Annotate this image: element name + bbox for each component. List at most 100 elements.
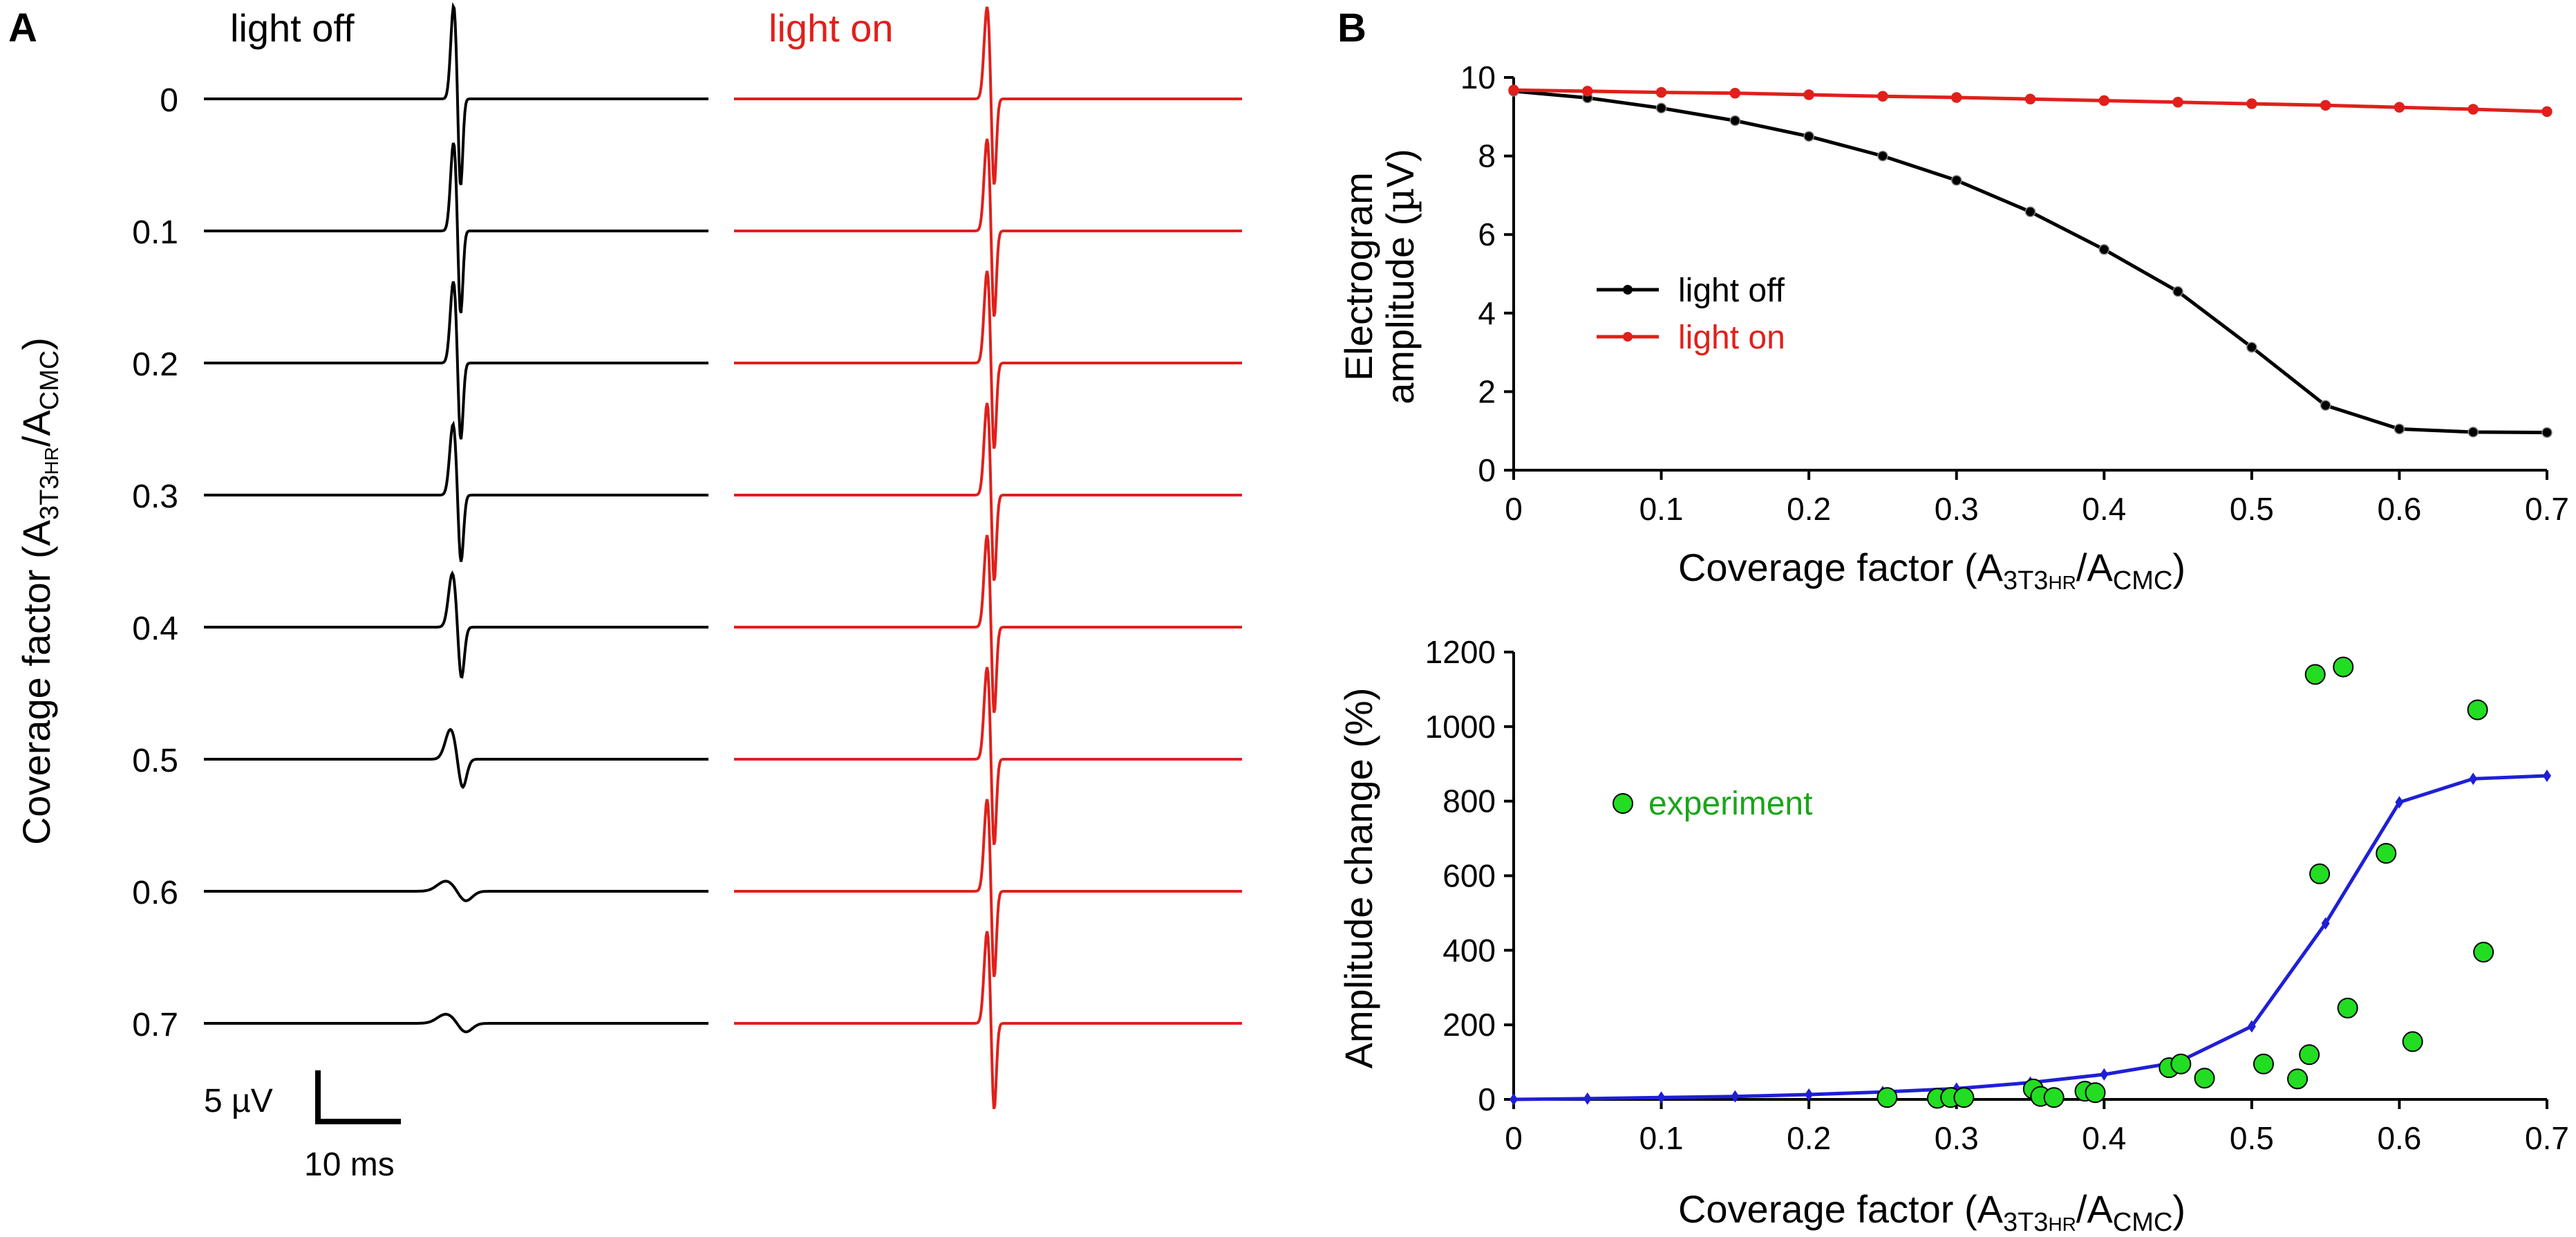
data-point-light-off xyxy=(1803,131,1814,142)
scale-bar-lines xyxy=(315,1070,401,1124)
experiment-point xyxy=(2337,997,2358,1019)
data-point-light-off xyxy=(2024,206,2036,218)
trace-light-off xyxy=(204,880,708,902)
y-tick-label: 1200 xyxy=(1425,634,1496,670)
model-point xyxy=(2321,917,2330,930)
data-point-light-off xyxy=(2541,427,2553,438)
x-tick-label: 0.2 xyxy=(1787,1120,1831,1156)
data-point-light-off xyxy=(2394,423,2405,435)
trace-light-on xyxy=(734,799,1242,978)
x-tick-label: 0.4 xyxy=(2082,1120,2126,1156)
legend-marker-experiment xyxy=(1613,793,1633,814)
trace-light-on xyxy=(734,6,1242,185)
experiment-point xyxy=(1953,1087,1975,1108)
trace-light-off xyxy=(204,142,708,314)
data-point-light-off xyxy=(1729,115,1741,127)
x-tick-label: 0.7 xyxy=(2525,1120,2569,1156)
y-tick-label: 800 xyxy=(1442,783,1496,819)
chart-amplitude-ylabel-line2: amplitude (µV) xyxy=(1378,149,1423,404)
scale-bar-voltage-label: 5 µV xyxy=(204,1083,273,1119)
experiment-point xyxy=(2194,1068,2215,1089)
experiment-point xyxy=(2253,1053,2274,1075)
data-point-light-off xyxy=(2467,427,2479,438)
data-point-light-on xyxy=(2467,104,2479,115)
data-point-light-on xyxy=(2172,97,2183,108)
legend-label-experiment: experiment xyxy=(1648,785,1812,822)
experiment-point xyxy=(2043,1087,2065,1108)
y-tick-label: 4 xyxy=(1478,295,1496,331)
chart-change-axes xyxy=(1512,652,2547,1101)
trace-light-on xyxy=(734,931,1242,1110)
x-tick-label: 0.4 xyxy=(2082,491,2126,527)
y-tick-label: 10 xyxy=(1460,59,1496,95)
experiment-point xyxy=(2287,1068,2309,1090)
col-label-light-on: light on xyxy=(769,6,894,50)
row-label: 0.5 xyxy=(132,743,178,779)
traces-light-off xyxy=(204,1,708,1034)
data-point-light-on xyxy=(2541,106,2553,118)
x-tick-label: 0.1 xyxy=(1639,1120,1684,1156)
data-point-light-off xyxy=(1877,150,1888,162)
y-tick-label: 200 xyxy=(1442,1007,1496,1043)
data-point-light-off xyxy=(2320,400,2331,411)
y-tick-label: 400 xyxy=(1442,932,1496,968)
data-point-light-on xyxy=(1508,84,1519,95)
model-point xyxy=(1583,1092,1592,1105)
model-point xyxy=(1510,1093,1518,1106)
trace-light-on xyxy=(734,138,1242,317)
model-point xyxy=(2469,772,2478,785)
experiment-point xyxy=(2304,664,2326,685)
row-label: 0.1 xyxy=(132,214,178,251)
model-point xyxy=(2100,1068,2109,1081)
row-label: 0.2 xyxy=(132,346,178,383)
x-tick-label: 0 xyxy=(1505,491,1523,527)
model-point xyxy=(2395,796,2404,809)
y-tick-label: 600 xyxy=(1442,858,1496,894)
x-tick-label: 0.7 xyxy=(2525,491,2569,527)
y-tick-label: 6 xyxy=(1478,216,1496,252)
panel-label-a: A xyxy=(8,6,37,50)
chart-amplitude: 0 0.1 0.2 0.3 0.4 0.5 0.6 0.7 0 2 4 6 8 10 Electrogra… xyxy=(1337,59,2569,595)
row-labels: 0 0.1 0.2 0.3 0.4 0.5 0.6 0.7 xyxy=(132,82,178,1043)
chart-change-ticks: 0 0.1 0.2 0.3 0.4 0.5 0.6 0.7 0 200 400 600 800 1000 1… xyxy=(1425,634,2569,1156)
trace-light-off xyxy=(204,570,708,679)
experiment-point xyxy=(2085,1082,2106,1104)
chart-amplitude-legend: light off light on xyxy=(1597,272,1785,356)
panel-a-ylabel: Coverage factor (A3T3HR/ACMC) xyxy=(15,337,64,845)
series-line-light-off xyxy=(1513,89,2548,434)
trace-light-off xyxy=(204,281,708,440)
trace-light-on xyxy=(734,534,1242,714)
data-point-light-off xyxy=(2246,342,2257,353)
experiment-point xyxy=(2299,1044,2320,1066)
row-label: 0.7 xyxy=(132,1007,178,1043)
scale-bar: 5 µV 10 ms xyxy=(204,1070,401,1183)
traces-light-on xyxy=(734,6,1242,1110)
chart-amplitude-axes xyxy=(1512,77,2547,472)
model-point xyxy=(2247,1020,2256,1033)
experiment-point xyxy=(1877,1087,1898,1108)
data-point-light-on xyxy=(1729,87,1741,99)
trace-light-off xyxy=(204,1,708,185)
experiment-point xyxy=(2333,656,2354,678)
data-point-light-on xyxy=(1582,86,1593,97)
data-point-light-on xyxy=(2024,93,2036,104)
chart-amplitude-ylabel-line1: Electrogram xyxy=(1337,172,1380,381)
data-point-light-on xyxy=(2246,98,2257,109)
data-point-light-off xyxy=(1950,175,1962,186)
trace-light-on xyxy=(734,667,1242,846)
experiment-point xyxy=(2376,843,2397,864)
experiment-point xyxy=(2473,942,2494,963)
x-tick-label: 0.3 xyxy=(1935,1120,1979,1156)
legend-label-light-off: light off xyxy=(1678,272,1785,309)
data-point-light-on xyxy=(1803,89,1814,100)
experiment-point xyxy=(2309,863,2331,884)
chart-change-legend: experiment xyxy=(1613,785,1812,822)
legend-marker-light-off xyxy=(1623,285,1633,295)
y-tick-label: 8 xyxy=(1478,138,1496,174)
y-tick-label: 0 xyxy=(1478,452,1496,488)
trace-light-on xyxy=(734,402,1242,582)
data-point-light-on xyxy=(2320,100,2331,111)
trace-light-on xyxy=(734,270,1242,449)
x-tick-label: 0.5 xyxy=(2230,1120,2274,1156)
